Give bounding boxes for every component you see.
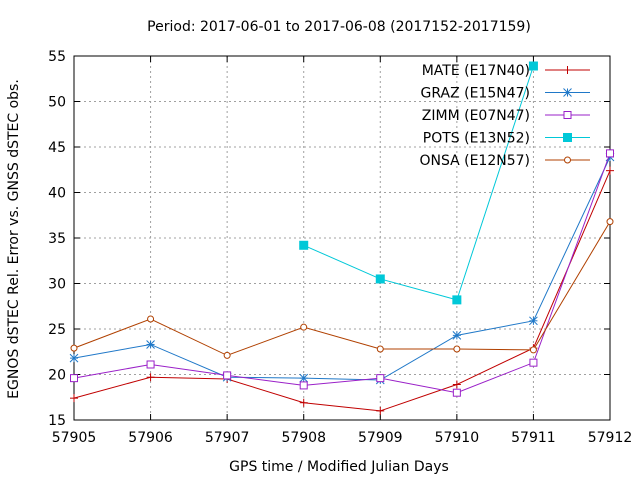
data-point bbox=[146, 340, 155, 349]
data-point bbox=[563, 66, 572, 74]
data-point bbox=[376, 374, 385, 383]
data-point bbox=[452, 380, 461, 389]
legend-entry: POTS (E13N52) bbox=[423, 131, 590, 147]
x-tick-label: 57912 bbox=[588, 430, 633, 446]
series-line bbox=[303, 65, 534, 301]
x-axis-label: GPS time / Modified Julian Days bbox=[229, 459, 449, 475]
series-line bbox=[73, 221, 611, 356]
x-tick-label: 57909 bbox=[358, 430, 403, 446]
y-tick-label: 45 bbox=[48, 140, 66, 156]
legend-label: POTS (E13N52) bbox=[423, 131, 530, 147]
x-tick-label: 57910 bbox=[435, 430, 480, 446]
axis-ticks: 57905 57906 57907 57908 57909 57910 57911 57912… bbox=[48, 49, 632, 446]
data-point bbox=[146, 373, 155, 382]
data-point bbox=[146, 360, 155, 369]
series-line bbox=[73, 156, 611, 381]
legend: MATE (E17N40) GRAZ (E15N47) ZIMM (E07N47) P… bbox=[419, 63, 590, 169]
series-4 bbox=[70, 218, 614, 359]
x-tick-label: 57907 bbox=[205, 430, 250, 446]
x-tick-label: 57905 bbox=[52, 430, 97, 446]
data-point bbox=[70, 394, 78, 403]
data-point bbox=[606, 149, 614, 158]
x-tick-label: 57906 bbox=[128, 430, 173, 446]
y-tick-label: 35 bbox=[48, 231, 66, 247]
series-2 bbox=[70, 149, 614, 397]
data-point bbox=[606, 166, 614, 175]
data-point bbox=[452, 331, 462, 340]
data-point bbox=[300, 323, 308, 331]
legend-label: MATE (E17N40) bbox=[422, 63, 530, 79]
legend-entry: ONSA (E12N57) bbox=[419, 153, 590, 169]
legend-label: ZIMM (E07N47) bbox=[422, 108, 530, 124]
y-tick-label: 40 bbox=[48, 186, 66, 202]
grid-lines bbox=[74, 56, 610, 420]
data-point bbox=[564, 156, 571, 164]
chart-title: Period: 2017-06-01 to 2017-06-08 (201715… bbox=[147, 19, 531, 35]
series-3 bbox=[299, 61, 538, 305]
data-point bbox=[299, 398, 308, 407]
y-tick-label: 55 bbox=[48, 49, 66, 65]
data-point bbox=[70, 374, 78, 383]
legend-entry: ZIMM (E07N47) bbox=[422, 108, 590, 124]
data-point bbox=[223, 351, 231, 359]
y-tick-label: 15 bbox=[48, 413, 66, 429]
data-point bbox=[299, 240, 309, 250]
data-point bbox=[452, 388, 461, 397]
series-line bbox=[73, 153, 611, 394]
legend-entry: MATE (E17N40) bbox=[422, 63, 590, 79]
data-point bbox=[529, 316, 538, 326]
legend-label: ONSA (E12N57) bbox=[419, 153, 530, 169]
data-point bbox=[452, 295, 462, 305]
series-layer bbox=[69, 61, 615, 415]
data-point bbox=[563, 111, 572, 119]
data-point bbox=[376, 345, 384, 353]
data-point bbox=[529, 358, 538, 367]
data-point bbox=[529, 346, 537, 354]
y-tick-label: 20 bbox=[48, 368, 66, 384]
data-point bbox=[563, 133, 572, 142]
data-point bbox=[563, 88, 572, 97]
data-point bbox=[453, 345, 461, 353]
y-tick-label: 30 bbox=[48, 277, 66, 293]
y-tick-label: 50 bbox=[48, 95, 66, 111]
data-point bbox=[375, 274, 385, 284]
legend-label: GRAZ (E15N47) bbox=[421, 86, 531, 102]
data-point bbox=[376, 406, 385, 415]
x-tick-label: 57911 bbox=[511, 430, 556, 446]
series-line bbox=[73, 170, 611, 412]
data-point bbox=[69, 353, 79, 363]
data-point bbox=[528, 61, 538, 71]
y-axis-label: EGNOS dSTEC Rel. Error vs. GNSS dSTEC ob… bbox=[6, 79, 22, 399]
series-0 bbox=[70, 166, 614, 415]
x-tick-label: 57908 bbox=[281, 430, 326, 446]
legend-entry: GRAZ (E15N47) bbox=[421, 86, 590, 102]
y-tick-label: 25 bbox=[48, 322, 66, 338]
data-point bbox=[223, 371, 232, 380]
data-point bbox=[147, 315, 155, 323]
data-point bbox=[299, 373, 309, 383]
data-point bbox=[70, 344, 78, 352]
data-point bbox=[299, 381, 308, 390]
data-point bbox=[606, 218, 614, 226]
